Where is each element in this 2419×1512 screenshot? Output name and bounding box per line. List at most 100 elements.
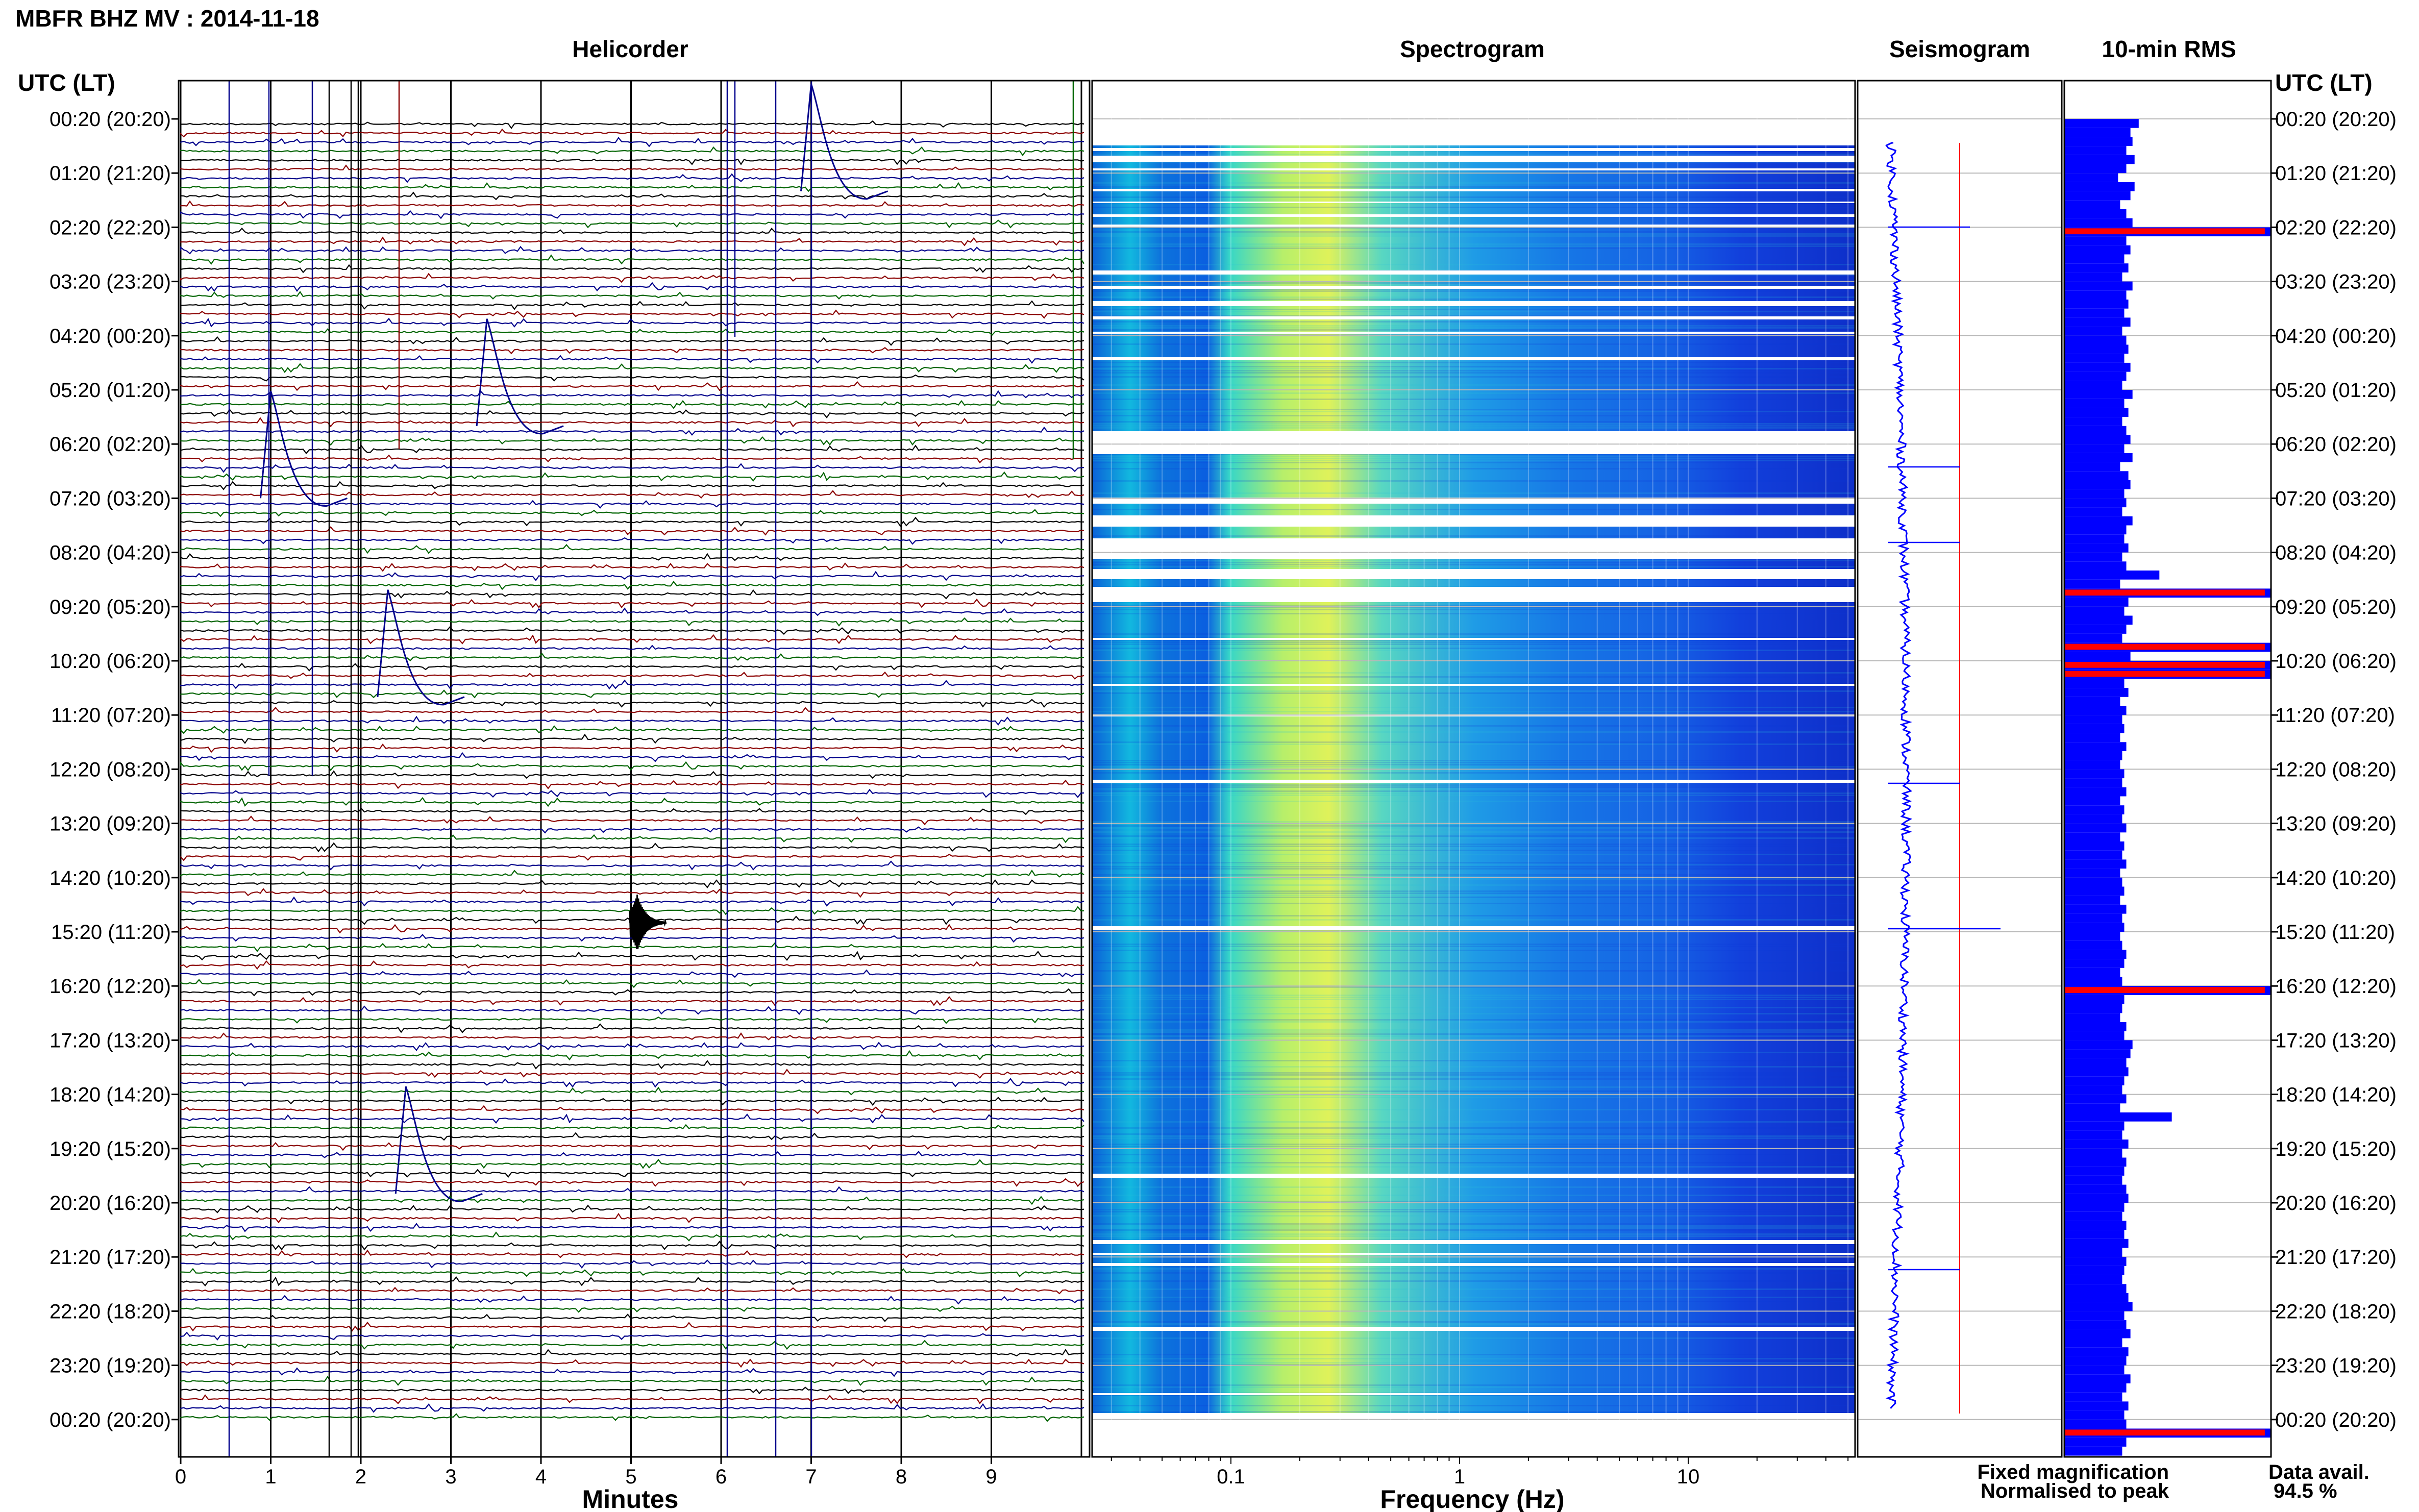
rms-bar <box>2064 173 2118 182</box>
rms-bar <box>2064 1094 2127 1104</box>
rms-bar <box>2064 408 2129 417</box>
rms-bar <box>2064 904 2127 914</box>
rms-bar <box>2064 886 2125 896</box>
rms-bar <box>2064 426 2127 435</box>
time-tick-label: 07:20 (03:20) <box>2275 487 2397 510</box>
helicorder-title: Helicorder <box>572 36 688 62</box>
rms-bar <box>2064 959 2125 968</box>
rms-bar <box>2064 823 2127 833</box>
time-tick-label: 05:20 (01:20) <box>2275 379 2397 402</box>
spectrogram-gap <box>1092 332 1855 334</box>
spectrogram-empty-top <box>1092 81 1855 145</box>
spectrogram-row <box>1092 790 1855 792</box>
rms-bar <box>2064 1356 2127 1366</box>
spectrogram-row <box>1092 1109 1855 1110</box>
spectrogram-row <box>1092 741 1855 743</box>
spectrogram-row <box>1092 639 1855 641</box>
rms-bar <box>2064 706 2127 715</box>
spectrogram-row <box>1092 884 1855 886</box>
time-axis-label-right: UTC (LT) <box>2275 69 2373 96</box>
spectrogram-gap <box>1092 202 1855 203</box>
spectrogram-row <box>1092 1186 1855 1188</box>
rms-bar <box>2064 390 2133 399</box>
spectrogram-gap <box>1092 270 1855 275</box>
spectrogram-row <box>1092 643 1855 645</box>
spectrogram-row <box>1092 1209 1855 1210</box>
time-tick-label: 06:20 (02:20) <box>2275 433 2397 456</box>
rms-bar <box>2064 742 2127 751</box>
spectrogram-row <box>1092 1019 1855 1021</box>
pulse-signal <box>394 1086 483 1202</box>
spectrogram-row <box>1092 950 1855 951</box>
time-tick-label: 22:20 (18:20) <box>2275 1300 2397 1323</box>
spectrogram-row <box>1092 1354 1855 1355</box>
rms-bar <box>2064 679 2125 688</box>
rms-bar <box>2064 1230 2125 1239</box>
spectrogram-row <box>1092 535 1855 537</box>
rms-bar <box>2064 1446 2122 1456</box>
rms-bar <box>2064 236 2127 245</box>
spectrogram-border <box>1091 80 1856 1458</box>
rms-bar <box>2064 940 2122 950</box>
minute-tick-label: 0 <box>175 1466 186 1488</box>
rms-bar <box>2064 1221 2127 1230</box>
rms-bar <box>2064 1031 2125 1040</box>
spectrogram-row <box>1092 315 1855 316</box>
spectrogram-row <box>1092 427 1855 429</box>
rms-bar <box>2064 796 2120 806</box>
time-tick-label: 07:20 (03:20) <box>50 487 171 510</box>
spectrogram-row <box>1092 868 1855 870</box>
spectrogram-gap <box>1092 538 1855 559</box>
spectrogram-row <box>1092 333 1855 335</box>
rms-bar <box>2064 245 2131 255</box>
rms-bar <box>2064 733 2120 742</box>
helicorder-x-axis: 0 1 2 3 4 5 6 7 8 9 <box>175 1457 997 1488</box>
rms-bar <box>2064 290 2127 300</box>
time-tick-label: 19:20 (15:20) <box>2275 1138 2397 1160</box>
spectrogram-row <box>1092 792 1855 794</box>
spectrogram-row <box>1092 676 1855 678</box>
spectrogram-row <box>1092 564 1855 565</box>
spectrogram-row <box>1092 997 1855 998</box>
spectrogram-row <box>1092 399 1855 400</box>
rms-bar <box>2064 200 2120 209</box>
spectrogram-row <box>1092 1021 1855 1023</box>
spectrogram-row <box>1092 1146 1855 1147</box>
spectrogram-gaps <box>1092 81 1855 1457</box>
spectrogram-row <box>1092 648 1855 649</box>
rms-bar <box>2064 923 2125 932</box>
spectrogram-row <box>1092 311 1855 312</box>
rms-bar <box>2064 146 2127 155</box>
time-tick-label: 05:20 (01:20) <box>50 379 171 402</box>
spectrogram-row <box>1092 1225 1855 1227</box>
rms-bar <box>2064 155 2135 164</box>
spectrogram-row <box>1092 196 1855 198</box>
rms-bar <box>2064 1194 2129 1203</box>
spectrogram-row <box>1092 919 1855 921</box>
pulse-signal <box>260 390 348 507</box>
minute-tick-label: 2 <box>355 1466 366 1488</box>
spectrogram-row <box>1092 1301 1855 1302</box>
spectrogram-row <box>1092 1364 1855 1366</box>
rms-bar <box>2064 327 2122 336</box>
rms-bar <box>2064 281 2133 291</box>
rms-bar <box>2064 1067 2129 1077</box>
spectrogram-row <box>1092 1035 1855 1037</box>
spectrogram-row <box>1092 1144 1855 1145</box>
rms-bar <box>2064 579 2120 589</box>
spectrogram-row <box>1092 1268 1855 1270</box>
rms-bar <box>2064 137 2133 146</box>
rms-peak-bar <box>2064 1429 2265 1436</box>
rms-bar <box>2064 308 2125 318</box>
rms-bar <box>2064 561 2127 571</box>
rms-bars <box>2064 119 2271 1456</box>
seismogram-lines <box>1885 142 2001 1414</box>
time-axis-label-left: UTC (LT) <box>18 69 115 96</box>
spectrogram-row <box>1092 492 1855 494</box>
spectrogram-row <box>1092 672 1855 674</box>
rms-bar <box>2064 968 2120 977</box>
spectrogram-row <box>1092 1297 1855 1298</box>
rms-peak-bar <box>2064 671 2265 677</box>
time-tick-label: 02:20 (22:20) <box>2275 216 2397 239</box>
rms-bar <box>2064 598 2129 607</box>
